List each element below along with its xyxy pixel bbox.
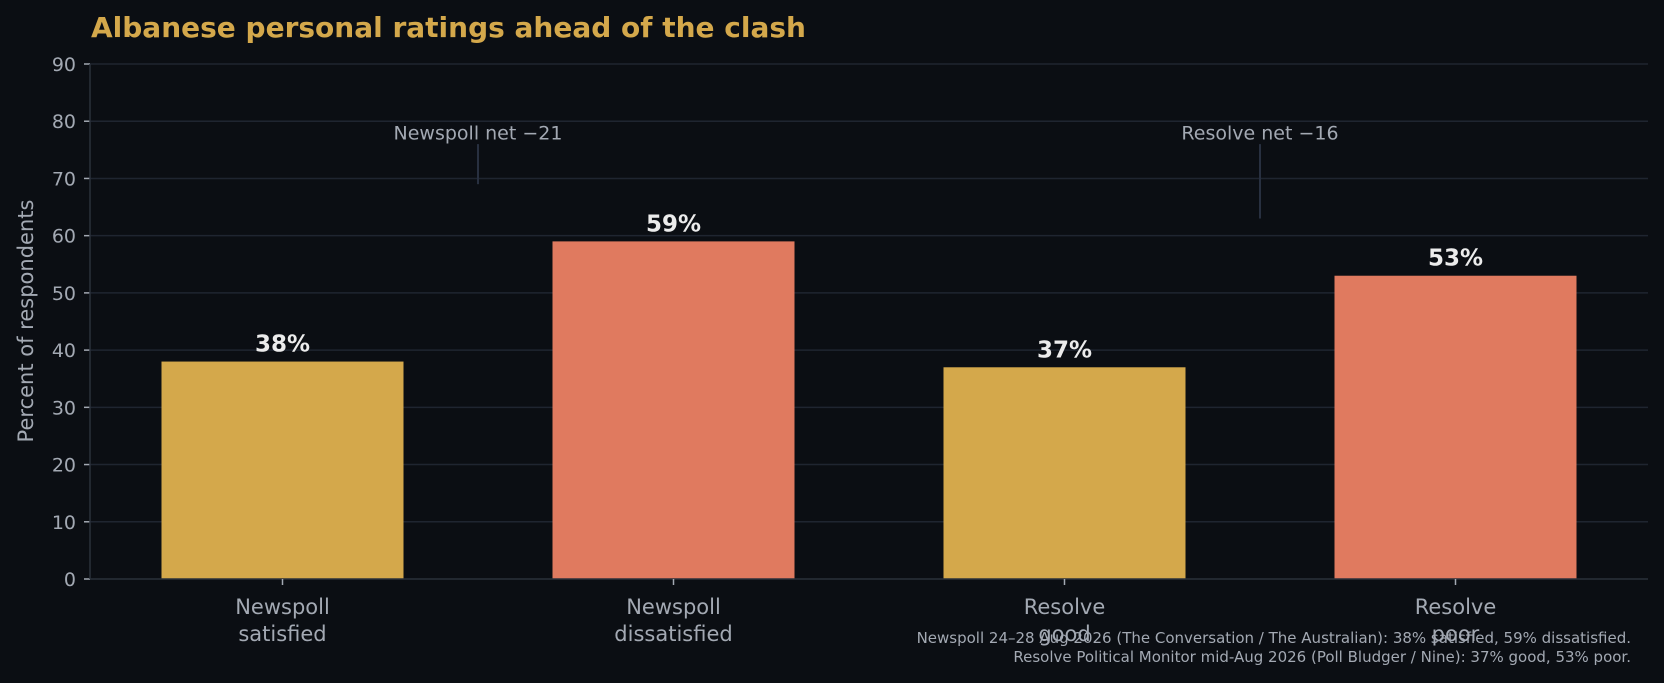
footnote: Newspoll 24–28 Aug 2026 (The Conversatio… — [917, 629, 1631, 666]
x-tick-label: dissatisfied — [614, 622, 732, 646]
y-tick-label: 70 — [52, 168, 76, 190]
y-tick-label: 20 — [52, 455, 76, 477]
annotations: Newspoll net −21 Resolve net −16 — [394, 123, 1339, 219]
bar — [943, 367, 1186, 579]
net-annotation-label: Resolve net −16 — [1181, 123, 1338, 145]
footnote-line: Newspoll 24–28 Aug 2026 (The Conversatio… — [917, 629, 1631, 647]
x-tick-label: Resolve — [1415, 595, 1497, 619]
y-tick-label: 80 — [52, 111, 76, 133]
axes: 0 10 20 30 40 50 60 70 80 90 Newspoll satisfied News… — [52, 54, 1648, 646]
chart-title: Albanese personal ratings ahead of the c… — [91, 11, 806, 44]
y-tick-label: 50 — [52, 283, 76, 305]
bar — [1334, 275, 1577, 579]
x-tick-label: poor — [1432, 622, 1480, 646]
bar-value-label: 53% — [1428, 246, 1483, 272]
y-tick-label: 30 — [52, 397, 76, 419]
bars — [161, 241, 1577, 579]
x-tick-label: Newspoll — [626, 595, 721, 619]
y-tick-label: 0 — [64, 569, 76, 591]
y-tick-label: 60 — [52, 226, 76, 248]
net-annotation-label: Newspoll net −21 — [394, 123, 563, 145]
bar — [161, 361, 404, 579]
x-tick-label: satisfied — [238, 622, 326, 646]
bar — [552, 241, 795, 579]
y-tick-label: 10 — [52, 512, 76, 534]
x-tick-label: Resolve — [1024, 595, 1106, 619]
footnote-line: Resolve Political Monitor mid-Aug 2026 (… — [1013, 648, 1631, 666]
bar-value-label: 38% — [255, 332, 310, 358]
x-tick-label: Newspoll — [235, 595, 330, 619]
value-labels: 38% 59% 37% 53% — [255, 211, 1483, 363]
y-axis-label: Percent of respondents — [14, 200, 38, 443]
x-tick-label: good — [1038, 622, 1090, 646]
bar-value-label: 59% — [646, 211, 701, 237]
y-tick-label: 90 — [52, 54, 76, 76]
bar-value-label: 37% — [1037, 337, 1092, 363]
y-tick-label: 40 — [52, 340, 76, 362]
